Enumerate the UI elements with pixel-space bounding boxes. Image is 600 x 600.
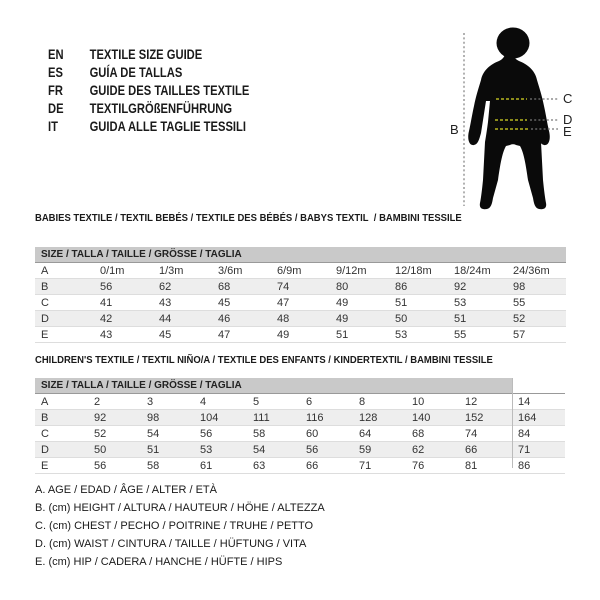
svg-text:E: E bbox=[563, 124, 572, 139]
svg-text:C: C bbox=[563, 91, 572, 106]
svg-text:B: B bbox=[450, 122, 459, 137]
